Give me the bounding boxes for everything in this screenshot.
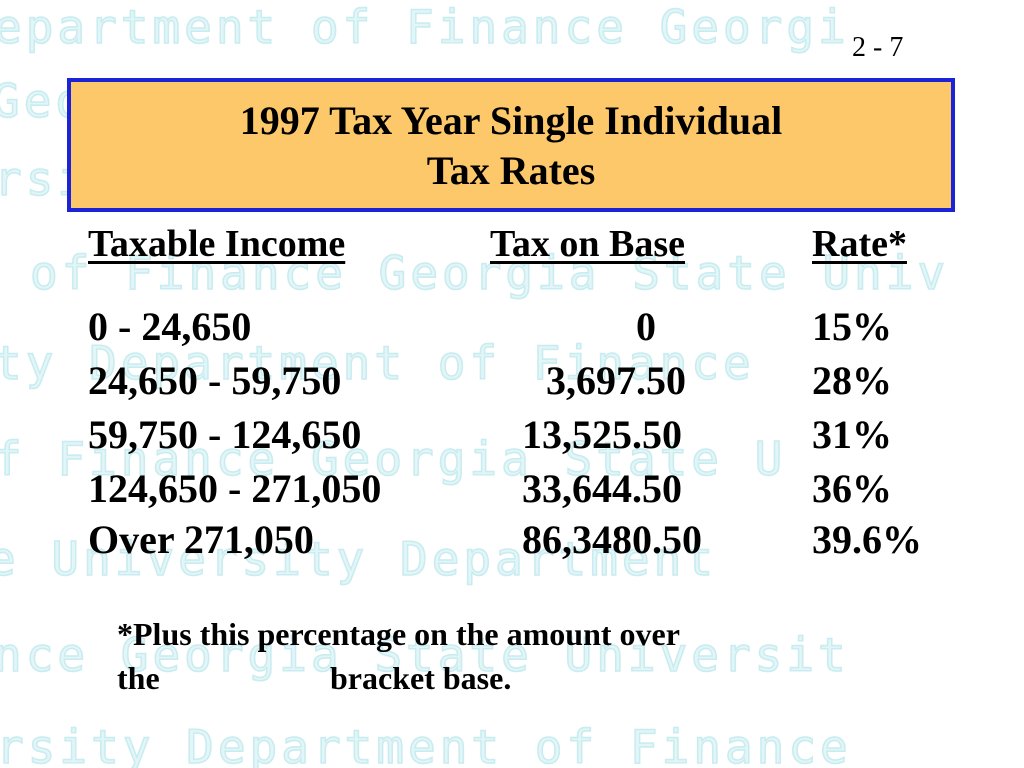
table-cell-rate: 31% [812, 412, 892, 457]
title-box: 1997 Tax Year Single Individual Tax Rate… [67, 78, 955, 212]
footnote-line-2-end: bracket base. [330, 660, 512, 696]
table-cell-tax-on-base: 0 [636, 304, 656, 349]
table-cell-rate: 36% [812, 466, 892, 511]
table-cell-tax-on-base: 3,697.50 [546, 358, 686, 403]
table-cell-income: 124,650 - 271,050 [88, 466, 382, 511]
table-cell-tax-on-base: 86,3480.50 [522, 517, 702, 562]
page-title-line-2: Tax Rates [426, 148, 596, 193]
column-header-tax-on-base: Tax on Base [490, 223, 685, 265]
page-title-line-1: 1997 Tax Year Single Individual [239, 98, 783, 143]
table-cell-income: 59,750 - 124,650 [88, 412, 362, 457]
table-cell-income: Over 271,050 [88, 517, 314, 562]
column-header-rate: Rate* [812, 223, 907, 265]
table-cell-rate: 39.6% [812, 517, 922, 562]
table-cell-income: 0 - 24,650 [88, 304, 252, 349]
table-cell-tax-on-base: 33,644.50 [522, 466, 682, 511]
table-cell-income: 24,650 - 59,750 [88, 358, 342, 403]
watermark-line: rsity Department of Finance [0, 720, 852, 768]
table-cell-rate: 15% [812, 304, 892, 349]
table-cell-rate: 28% [812, 358, 892, 403]
column-header-taxable-income: Taxable Income [88, 223, 346, 265]
watermark-line: epartment of Finance Georgi [0, 0, 850, 54]
table-cell-tax-on-base: 13,525.50 [522, 412, 682, 457]
page-number: 2 - 7 [852, 32, 904, 63]
footnote-line-1: *Plus this percentage on the amount over [117, 616, 680, 652]
footnote-line-2-start: the [117, 660, 160, 696]
